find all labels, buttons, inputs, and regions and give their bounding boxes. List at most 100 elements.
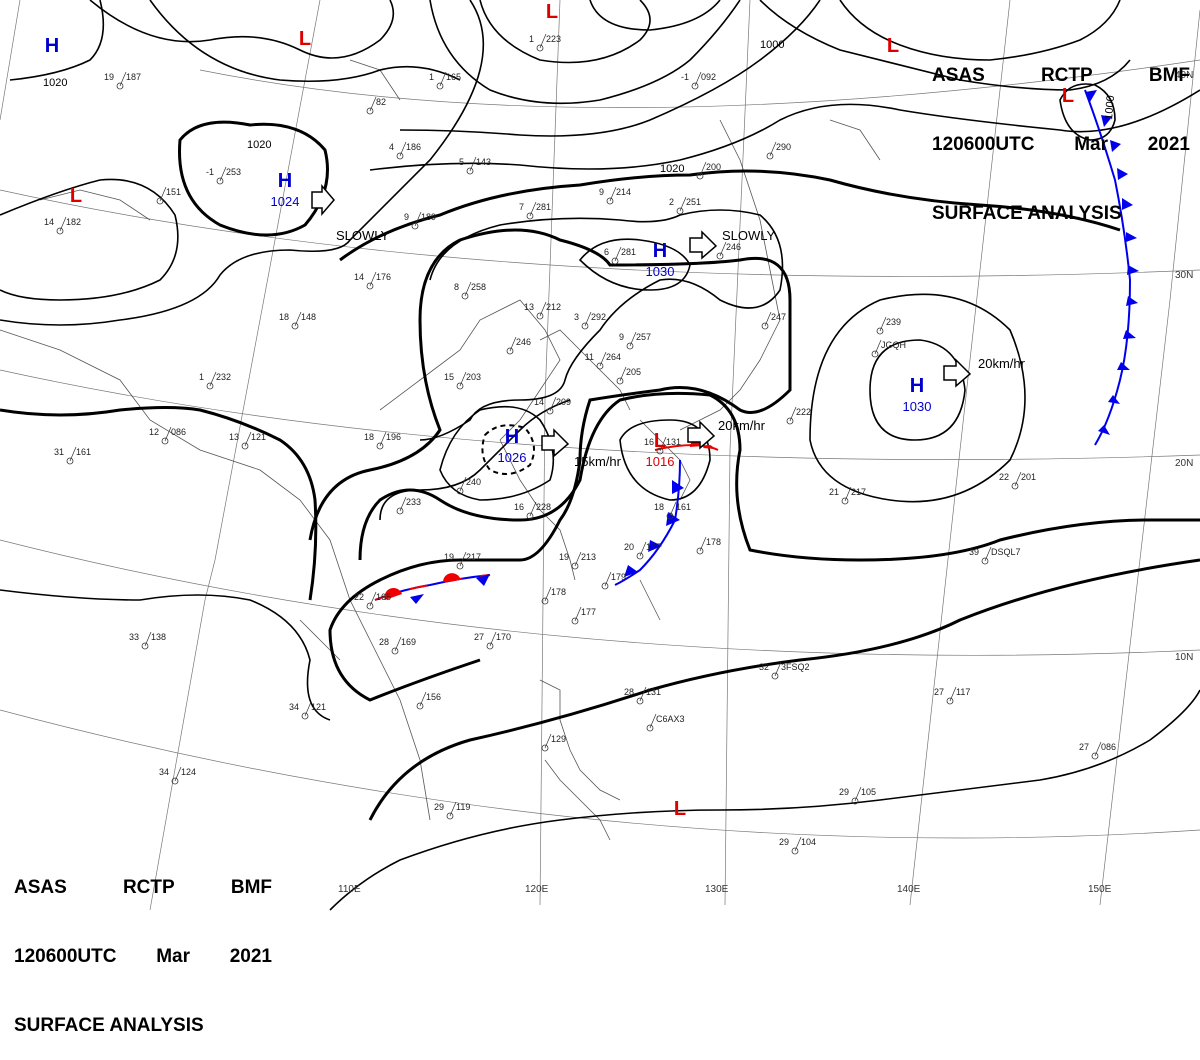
station-pressure: 105 (861, 787, 876, 797)
header-office: RCTP (122, 877, 175, 898)
station-pressure: 161 (676, 502, 691, 512)
central-pressure-value: 1030 (903, 399, 932, 414)
station-circle (691, 82, 699, 90)
station-circle (1011, 482, 1019, 490)
station-pressure: 264 (606, 352, 621, 362)
low-pressure-marker: L (70, 185, 82, 207)
station-circle (391, 647, 399, 655)
station-pressure: 257 (636, 332, 651, 342)
station-pressure: 117 (956, 687, 970, 697)
wind-barb (544, 586, 552, 602)
station-pressure: 131 (666, 437, 681, 447)
station-pressure: 086 (1101, 742, 1116, 752)
station-plot: 156 (416, 691, 441, 710)
header-product: ASAS (14, 877, 67, 898)
station-plot: 129 (541, 733, 566, 752)
wind-barb (459, 551, 467, 567)
wind-barb (439, 71, 447, 87)
high-pressure-marker: H (278, 170, 292, 192)
chart-header-bottom: ASAS RCTP BMF 120600UTC Mar 2021 SURFACE ANA… (14, 830, 272, 1060)
station-circle (206, 382, 214, 390)
longitude-label: 120E (525, 884, 549, 895)
station-temperature: 9 (619, 332, 624, 342)
station-plot: 14 209 (534, 396, 571, 415)
station-temperature: 29 (779, 837, 789, 847)
station-pressure: 196 (386, 432, 401, 442)
station-plot: 290 (766, 141, 791, 160)
station-temperature: 18 (364, 432, 374, 442)
wind-barb (219, 166, 227, 182)
station-pressure: 151 (166, 187, 181, 197)
station-pressure: 213 (581, 552, 596, 562)
station-plot: 8 258 (454, 281, 486, 300)
station-circle (156, 197, 164, 205)
wind-barb (769, 141, 777, 157)
low-pressure-marker: L (546, 1, 558, 23)
station-plot: 29 119 (434, 801, 470, 820)
low-pressure-marker: L (887, 35, 899, 57)
station-plot: 6 281 (604, 246, 636, 265)
station-plot: 179 (601, 571, 626, 590)
station-circle (461, 292, 469, 300)
wind-barb (1094, 741, 1102, 757)
map-background (0, 0, 1200, 920)
station-plot: 13 212 (524, 301, 561, 320)
wind-barb (699, 536, 707, 552)
station-circle (696, 172, 704, 180)
station-circle (536, 44, 544, 52)
high-center-boundary (481, 424, 535, 475)
wind-barb (639, 541, 647, 557)
station-temperature: 14 (354, 272, 364, 282)
station-plot: 39 DSQL7 (969, 546, 1021, 565)
station-pressure: 124 (181, 767, 196, 777)
station-temperature: 29 (434, 802, 444, 812)
station-circle (466, 167, 474, 175)
wind-barb (879, 316, 887, 332)
station-circle (771, 672, 779, 680)
wind-barb (574, 606, 582, 622)
wind-barb (794, 836, 802, 852)
wind-barb (529, 501, 537, 517)
station-plot: 15 203 (444, 371, 481, 390)
station-pressure: 148 (301, 312, 316, 322)
station-circle (791, 847, 799, 855)
station-pressure: 281 (621, 247, 636, 257)
station-circle (656, 447, 664, 455)
station-circle (526, 212, 534, 220)
station-circle (411, 222, 419, 230)
station-temperature: 28 (379, 637, 389, 647)
station-pressure: 200 (706, 162, 721, 172)
station-circle (366, 282, 374, 290)
wind-barb (509, 336, 517, 352)
station-circle (676, 207, 684, 215)
wind-barb (574, 551, 582, 567)
station-temperature: 28 (624, 687, 634, 697)
station-temperature: 15 (444, 372, 454, 382)
station-pressure: 138 (151, 632, 166, 642)
header-product: ASAS (932, 65, 985, 86)
station-temperature: 34 (289, 702, 299, 712)
station-circle (606, 197, 614, 205)
station-circle (636, 552, 644, 560)
station-temperature: 27 (474, 632, 484, 642)
station-circle (376, 442, 384, 450)
station-temperature: 2 (669, 197, 674, 207)
station-pressure: 212 (546, 302, 561, 312)
cold-front-east (1084, 89, 1132, 446)
station-plot: 247 (761, 311, 786, 330)
latitude-label: 30N (1175, 270, 1193, 281)
wind-barb (294, 311, 302, 327)
station-temperature: 27 (1079, 742, 1089, 752)
station-pressure: 178 (706, 537, 721, 547)
wind-barb (159, 186, 167, 202)
station-plot: 4 186 (389, 141, 421, 160)
station-plot: 22 201 (999, 471, 1036, 490)
station-circle (581, 322, 589, 330)
station-temperature: 21 (829, 487, 839, 497)
station-plot: 29 104 (779, 836, 816, 855)
station-temperature: 22 (999, 472, 1009, 482)
station-pressure: 239 (886, 317, 901, 327)
wind-barb (699, 161, 707, 177)
wind-barb (854, 786, 862, 802)
station-pressure: 232 (216, 372, 231, 382)
